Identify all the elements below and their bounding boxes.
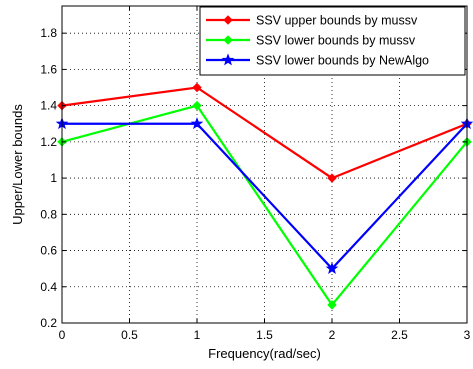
y-axis-label: Upper/Lower bounds bbox=[10, 104, 25, 225]
x-tick-label: 3 bbox=[464, 328, 471, 342]
x-tick-label: 2.5 bbox=[391, 328, 408, 342]
legend-label: SSV upper bounds by mussv bbox=[256, 14, 418, 28]
data-point bbox=[327, 173, 337, 183]
data-point bbox=[192, 82, 202, 93]
legend-label: SSV lower bounds by mussv bbox=[256, 34, 416, 48]
y-tick-label: 0.4 bbox=[40, 280, 57, 294]
legend-marker bbox=[221, 53, 235, 66]
axis-ticks: 0 0.5 1 1.5 2 2.5 3 0.2 0.4 0.6 0.8 1 1.2 1.4 1.6 1.8 bbox=[40, 6, 471, 342]
y-tick-label: 0.8 bbox=[40, 207, 57, 221]
data-point bbox=[190, 117, 204, 130]
series-line bbox=[61, 86, 468, 180]
series-3 bbox=[55, 117, 473, 275]
x-axis-label: Frequency(rad/sec) bbox=[208, 346, 321, 361]
data-point bbox=[325, 262, 339, 275]
legend-marker bbox=[223, 15, 233, 25]
plot-series bbox=[55, 82, 473, 310]
y-tick-label: 1.2 bbox=[40, 135, 57, 149]
y-tick-label: 1.4 bbox=[40, 99, 57, 113]
legend-marker bbox=[223, 35, 233, 45]
legend: SSV upper bounds by mussv SSV lower bound… bbox=[199, 6, 466, 76]
legend-entry: SSV lower bounds by mussv bbox=[206, 34, 416, 48]
data-point bbox=[192, 100, 202, 111]
x-tick-label: 2 bbox=[329, 328, 336, 342]
legend-label: SSV lower bounds by NewAlgo bbox=[256, 54, 429, 68]
y-tick-label: 1.8 bbox=[40, 26, 57, 40]
y-tick-label: 0.2 bbox=[40, 316, 57, 330]
legend-entry: SSV lower bounds by NewAlgo bbox=[206, 53, 429, 68]
y-tick-label: 0.6 bbox=[40, 244, 57, 258]
x-tick-label: 0.5 bbox=[121, 328, 138, 342]
x-tick-label: 0 bbox=[59, 328, 66, 342]
data-point bbox=[327, 300, 337, 310]
y-tick-label: 1.6 bbox=[40, 62, 57, 76]
legend-entry: SSV upper bounds by mussv bbox=[206, 14, 418, 28]
series-line bbox=[62, 122, 468, 271]
x-tick-label: 1 bbox=[194, 328, 201, 342]
y-tick-label: 1 bbox=[50, 171, 57, 185]
x-tick-label: 1.5 bbox=[256, 328, 273, 342]
